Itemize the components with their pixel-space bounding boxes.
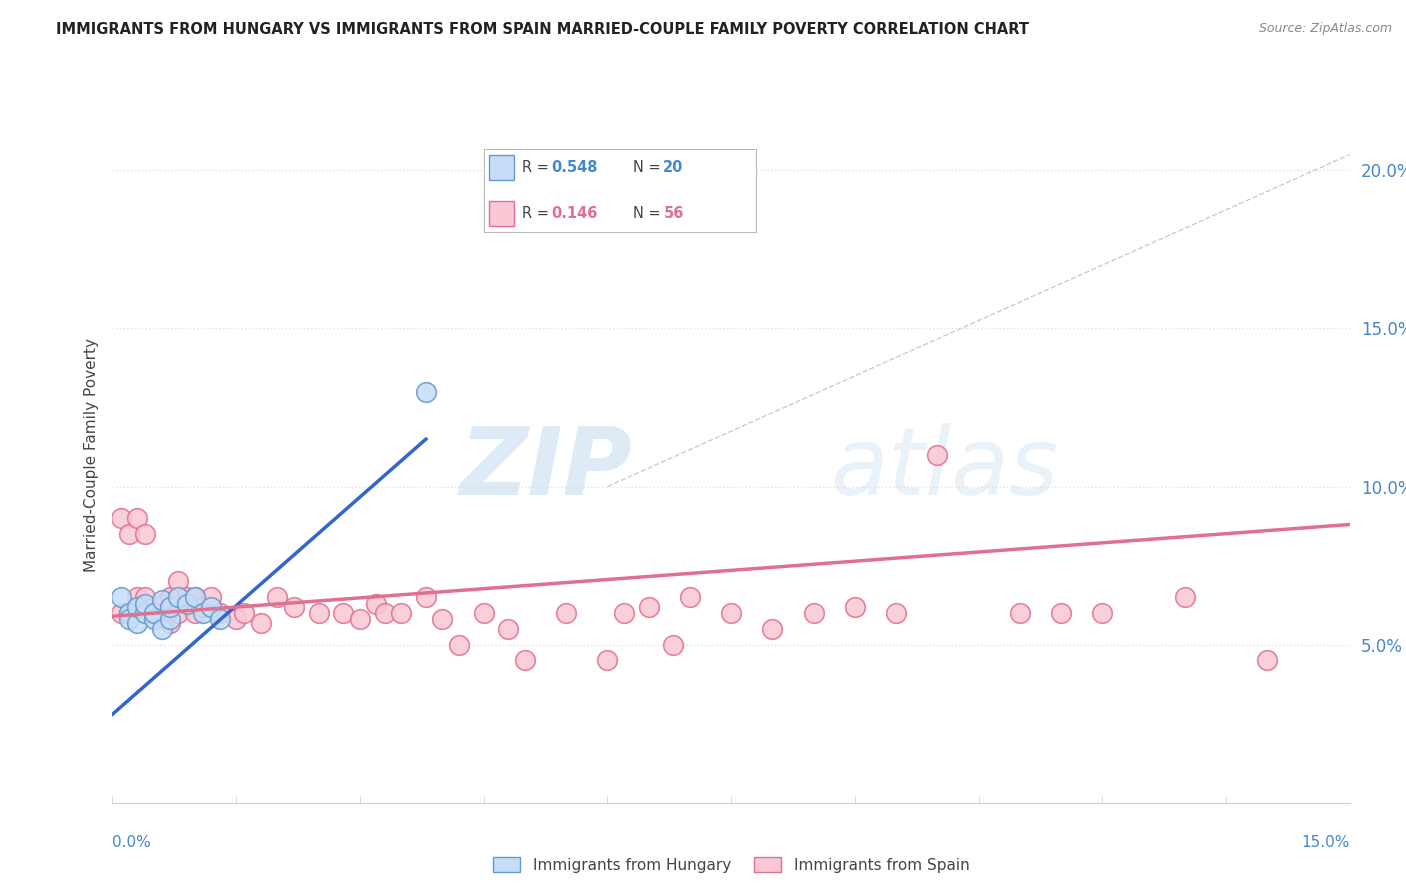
Point: [193, 599, 215, 614]
Point: [1174, 591, 1197, 605]
Point: [679, 591, 702, 605]
Point: [110, 606, 132, 620]
Point: [134, 597, 156, 611]
Point: [803, 606, 825, 620]
Point: [225, 612, 247, 626]
Point: [332, 606, 354, 620]
Point: [308, 606, 330, 620]
Point: [555, 606, 578, 620]
Point: [110, 511, 132, 525]
Text: ZIP: ZIP: [460, 423, 633, 515]
Point: [447, 638, 470, 652]
Y-axis label: Married-Couple Family Poverty: Married-Couple Family Poverty: [83, 338, 98, 572]
Point: [118, 606, 141, 620]
Point: [761, 622, 783, 636]
Point: [142, 612, 165, 626]
Point: [118, 606, 141, 620]
Point: [884, 606, 907, 620]
Point: [134, 527, 156, 541]
Point: [159, 615, 181, 630]
Point: [118, 612, 141, 626]
Point: [134, 606, 156, 620]
Point: [159, 591, 181, 605]
Point: [159, 599, 181, 614]
Point: [208, 612, 231, 626]
Point: [613, 606, 636, 620]
Point: [208, 606, 231, 620]
Point: [366, 597, 388, 611]
Point: [374, 606, 396, 620]
Point: [150, 606, 173, 620]
Point: [200, 599, 222, 614]
Point: [150, 597, 173, 611]
Point: [184, 591, 207, 605]
Text: 15.0%: 15.0%: [1302, 836, 1350, 850]
Point: [142, 606, 165, 620]
Point: [415, 384, 437, 399]
Point: [127, 615, 149, 630]
Point: [1050, 606, 1073, 620]
Legend: Immigrants from Hungary, Immigrants from Spain: Immigrants from Hungary, Immigrants from…: [486, 850, 976, 879]
Point: [150, 622, 173, 636]
Point: [118, 527, 141, 541]
Point: [498, 622, 520, 636]
Point: [127, 591, 149, 605]
Point: [193, 606, 215, 620]
Point: [513, 653, 536, 667]
Point: [596, 653, 619, 667]
Point: [720, 606, 742, 620]
Point: [184, 591, 207, 605]
Point: [110, 591, 132, 605]
Point: [637, 599, 659, 614]
Point: [1091, 606, 1114, 620]
Point: [176, 591, 198, 605]
Text: Source: ZipAtlas.com: Source: ZipAtlas.com: [1258, 22, 1392, 36]
Point: [167, 574, 190, 589]
Point: [432, 612, 454, 626]
Point: [127, 599, 149, 614]
Point: [200, 591, 222, 605]
Point: [472, 606, 495, 620]
Text: IMMIGRANTS FROM HUNGARY VS IMMIGRANTS FROM SPAIN MARRIED-COUPLE FAMILY POVERTY C: IMMIGRANTS FROM HUNGARY VS IMMIGRANTS FR…: [56, 22, 1029, 37]
Point: [150, 593, 173, 607]
Point: [389, 606, 412, 620]
Point: [176, 597, 198, 611]
Point: [1256, 653, 1278, 667]
Text: atlas: atlas: [830, 424, 1059, 515]
Point: [662, 638, 685, 652]
Point: [250, 615, 273, 630]
Point: [266, 591, 288, 605]
Point: [167, 591, 190, 605]
Point: [233, 606, 256, 620]
Point: [349, 612, 371, 626]
Point: [167, 606, 190, 620]
Point: [844, 599, 866, 614]
Point: [142, 606, 165, 620]
Point: [927, 448, 949, 462]
Text: 0.0%: 0.0%: [112, 836, 152, 850]
Point: [1008, 606, 1031, 620]
Point: [127, 511, 149, 525]
Point: [159, 612, 181, 626]
Point: [142, 599, 165, 614]
Point: [283, 599, 305, 614]
Point: [415, 591, 437, 605]
Point: [184, 606, 207, 620]
Point: [134, 591, 156, 605]
